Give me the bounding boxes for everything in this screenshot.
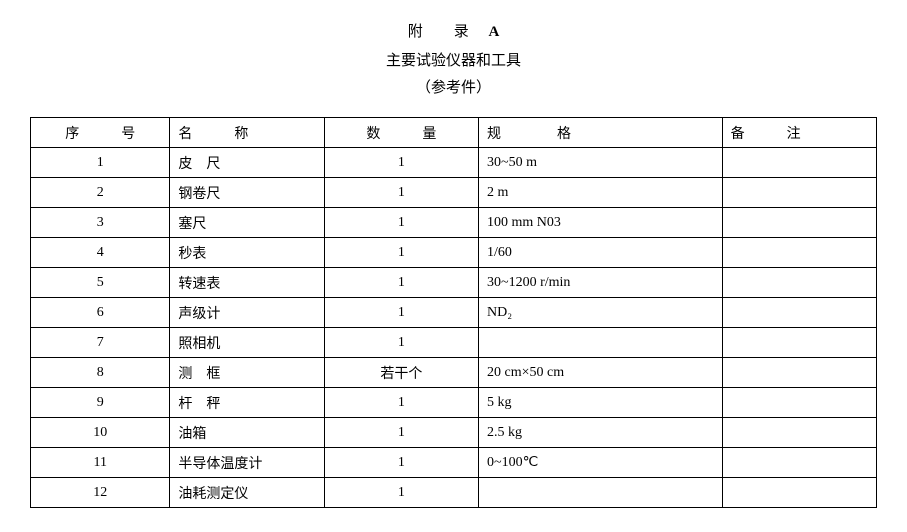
cell-spec: 0~100℃ — [479, 448, 723, 478]
cell-seq: 4 — [31, 238, 170, 268]
table-row: 7照相机1 — [31, 328, 877, 358]
table-row: 1皮 尺130~50 m — [31, 148, 877, 178]
appendix-note: （参考件） — [30, 76, 877, 97]
document-header: 附 录 A 主要试验仪器和工具 （参考件） — [30, 20, 877, 97]
cell-spec: 30~50 m — [479, 148, 723, 178]
cell-qty: 1 — [324, 388, 478, 418]
cell-note — [722, 358, 876, 388]
cell-spec: 1/60 — [479, 238, 723, 268]
cell-spec: 100 mm N03 — [479, 208, 723, 238]
cell-name: 声级计 — [170, 298, 324, 328]
table-row: 4秒表11/60 — [31, 238, 877, 268]
table-header-row: 序 号 名 称 数 量 规 格 备 注 — [31, 118, 877, 148]
cell-name: 照相机 — [170, 328, 324, 358]
appendix-prefix: 附 录 — [408, 24, 477, 40]
table-row: 5转速表130~1200 r/min — [31, 268, 877, 298]
cell-note — [722, 238, 876, 268]
cell-note — [722, 418, 876, 448]
table-row: 3塞尺1100 mm N03 — [31, 208, 877, 238]
cell-seq: 11 — [31, 448, 170, 478]
table-row: 11半导体温度计10~100℃ — [31, 448, 877, 478]
cell-name: 塞尺 — [170, 208, 324, 238]
cell-note — [722, 178, 876, 208]
cell-spec: 20 cm×50 cm — [479, 358, 723, 388]
cell-name: 秒表 — [170, 238, 324, 268]
cell-name: 皮 尺 — [170, 148, 324, 178]
cell-seq: 6 — [31, 298, 170, 328]
cell-qty: 1 — [324, 268, 478, 298]
cell-qty: 1 — [324, 208, 478, 238]
cell-qty: 1 — [324, 148, 478, 178]
cell-name: 杆 秤 — [170, 388, 324, 418]
table-row: 2钢卷尺12 m — [31, 178, 877, 208]
cell-spec: 2.5 kg — [479, 418, 723, 448]
cell-seq: 7 — [31, 328, 170, 358]
cell-seq: 9 — [31, 388, 170, 418]
cell-qty: 1 — [324, 178, 478, 208]
col-header-spec: 规 格 — [479, 118, 723, 148]
equipment-table: 序 号 名 称 数 量 规 格 备 注 1皮 尺130~50 m2钢卷尺12 m… — [30, 117, 877, 508]
cell-spec — [479, 478, 723, 508]
cell-qty: 1 — [324, 328, 478, 358]
cell-name: 油耗测定仪 — [170, 478, 324, 508]
cell-name: 钢卷尺 — [170, 178, 324, 208]
cell-qty: 1 — [324, 418, 478, 448]
table-row: 8测 框若干个20 cm×50 cm — [31, 358, 877, 388]
col-header-note: 备 注 — [722, 118, 876, 148]
table-row: 12油耗测定仪1 — [31, 478, 877, 508]
cell-note — [722, 328, 876, 358]
cell-spec: 30~1200 r/min — [479, 268, 723, 298]
appendix-letter: A — [488, 24, 499, 40]
cell-spec: 2 m — [479, 178, 723, 208]
cell-seq: 8 — [31, 358, 170, 388]
cell-seq: 2 — [31, 178, 170, 208]
cell-note — [722, 148, 876, 178]
cell-note — [722, 208, 876, 238]
cell-note — [722, 478, 876, 508]
col-header-qty: 数 量 — [324, 118, 478, 148]
cell-spec — [479, 328, 723, 358]
table-row: 9杆 秤15 kg — [31, 388, 877, 418]
cell-spec: 5 kg — [479, 388, 723, 418]
cell-qty: 1 — [324, 238, 478, 268]
cell-qty: 若干个 — [324, 358, 478, 388]
table-row: 10油箱12.5 kg — [31, 418, 877, 448]
cell-note — [722, 388, 876, 418]
cell-note — [722, 298, 876, 328]
cell-note — [722, 268, 876, 298]
col-header-name: 名 称 — [170, 118, 324, 148]
cell-qty: 1 — [324, 448, 478, 478]
cell-seq: 1 — [31, 148, 170, 178]
cell-qty: 1 — [324, 478, 478, 508]
cell-name: 半导体温度计 — [170, 448, 324, 478]
appendix-subtitle: 主要试验仪器和工具 — [30, 49, 877, 70]
cell-name: 油箱 — [170, 418, 324, 448]
table-row: 6声级计1ND₂ — [31, 298, 877, 328]
cell-spec: ND₂ — [479, 298, 723, 328]
cell-note — [722, 448, 876, 478]
cell-seq: 12 — [31, 478, 170, 508]
cell-seq: 3 — [31, 208, 170, 238]
col-header-seq: 序 号 — [31, 118, 170, 148]
cell-name: 测 框 — [170, 358, 324, 388]
cell-name: 转速表 — [170, 268, 324, 298]
cell-qty: 1 — [324, 298, 478, 328]
cell-seq: 5 — [31, 268, 170, 298]
appendix-title: 附 录 A — [30, 20, 877, 41]
table-body: 1皮 尺130~50 m2钢卷尺12 m3塞尺1100 mm N034秒表11/… — [31, 148, 877, 508]
cell-seq: 10 — [31, 418, 170, 448]
